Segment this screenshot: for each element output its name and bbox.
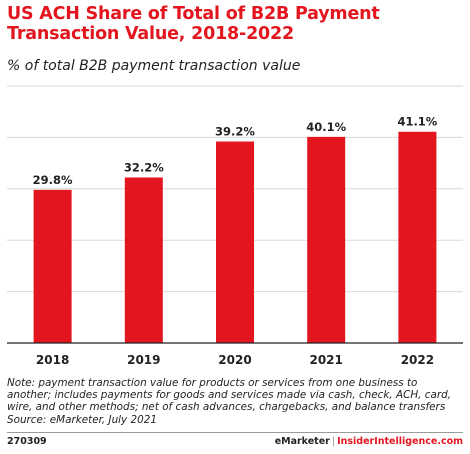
chart-id: 270309 <box>7 436 47 447</box>
bar <box>33 189 72 343</box>
data-label: 32.2% <box>124 160 164 174</box>
brand-name: eMarketer <box>274 436 330 447</box>
data-label: 40.1% <box>306 120 346 134</box>
brand-separator: | <box>331 436 336 447</box>
data-label: 41.1% <box>397 115 437 129</box>
chart-subtitle: % of total B2B payment transaction value <box>7 58 301 74</box>
note-text: Note: payment transaction value for prod… <box>7 377 452 414</box>
x-tick-label: 2022 <box>401 353 434 367</box>
bar <box>307 136 346 343</box>
chart-note: Note: payment transaction value for prod… <box>7 377 463 426</box>
footer-divider <box>7 432 463 433</box>
bar <box>398 131 437 343</box>
bar <box>216 141 254 343</box>
data-label: 39.2% <box>215 125 255 139</box>
chart-title: US ACH Share of Total of B2B Payment Tra… <box>7 4 380 44</box>
bar-chart: 29.8% 2018 32.2% 2019 39.2% 2020 40.1% 2021 41.1… <box>7 85 463 367</box>
x-tick-label: 2018 <box>36 353 69 367</box>
x-tick-label: 2019 <box>127 353 160 367</box>
source-text: Source: eMarketer, July 2021 <box>7 413 157 426</box>
x-tick-label: 2020 <box>218 353 251 367</box>
brand-site: InsiderIntelligence.com <box>337 436 463 447</box>
data-label: 29.8% <box>33 173 73 187</box>
bar <box>124 177 163 343</box>
x-tick-label: 2021 <box>309 353 342 367</box>
footer-brand: eMarketer | InsiderIntelligence.com <box>275 436 463 447</box>
